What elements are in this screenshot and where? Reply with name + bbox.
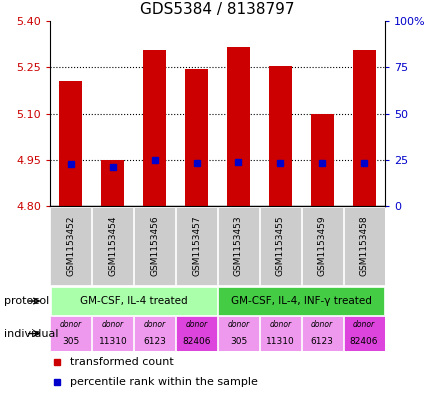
Text: donor: donor (310, 320, 332, 329)
Bar (268, 66, 291, 206)
Text: GDS5384 / 8138797: GDS5384 / 8138797 (140, 2, 294, 17)
Text: GSM1153452: GSM1153452 (66, 216, 75, 276)
Text: donor: donor (143, 320, 165, 329)
Bar (301, 207, 342, 285)
Bar (301, 316, 342, 351)
Text: GSM1153455: GSM1153455 (275, 216, 284, 276)
Bar (134, 207, 175, 285)
Bar (92, 207, 133, 285)
Bar (352, 50, 375, 206)
Text: transformed count: transformed count (70, 357, 174, 367)
Text: GSM1153453: GSM1153453 (233, 216, 242, 276)
Text: donor: donor (102, 320, 124, 329)
Text: GSM1153459: GSM1153459 (317, 216, 326, 276)
Bar (217, 207, 258, 285)
Bar (227, 47, 250, 206)
Text: GSM1153458: GSM1153458 (359, 216, 368, 276)
Text: 6123: 6123 (143, 337, 166, 346)
Text: GSM1153457: GSM1153457 (192, 216, 201, 276)
Bar (259, 207, 300, 285)
Text: GM-CSF, IL-4 treated: GM-CSF, IL-4 treated (80, 296, 187, 306)
Bar (310, 114, 333, 206)
Bar (143, 50, 166, 206)
Bar (176, 316, 217, 351)
Text: 82406: 82406 (182, 337, 210, 346)
Bar (134, 316, 175, 351)
Text: GSM1153456: GSM1153456 (150, 216, 159, 276)
Text: 11310: 11310 (265, 337, 294, 346)
Text: donor: donor (269, 320, 291, 329)
Text: donor: donor (352, 320, 374, 329)
Bar (50, 207, 91, 285)
Bar (343, 207, 384, 285)
Text: donor: donor (227, 320, 249, 329)
Text: 82406: 82406 (349, 337, 378, 346)
Bar (59, 81, 82, 206)
Bar (101, 160, 124, 206)
Text: 11310: 11310 (98, 337, 127, 346)
Text: 6123: 6123 (310, 337, 333, 346)
Text: protocol: protocol (4, 296, 49, 306)
Text: GM-CSF, IL-4, INF-γ treated: GM-CSF, IL-4, INF-γ treated (230, 296, 371, 306)
Bar (259, 316, 300, 351)
Bar (176, 207, 217, 285)
Bar (184, 69, 207, 206)
Bar (51, 287, 216, 315)
Text: individual: individual (4, 329, 59, 338)
Text: 305: 305 (62, 337, 79, 346)
Text: GSM1153454: GSM1153454 (108, 216, 117, 276)
Bar (217, 316, 258, 351)
Bar (343, 316, 384, 351)
Bar (92, 316, 133, 351)
Text: donor: donor (185, 320, 207, 329)
Bar (50, 316, 91, 351)
Text: percentile rank within the sample: percentile rank within the sample (70, 377, 257, 387)
Bar (218, 287, 383, 315)
Text: donor: donor (60, 320, 82, 329)
Text: 305: 305 (229, 337, 247, 346)
